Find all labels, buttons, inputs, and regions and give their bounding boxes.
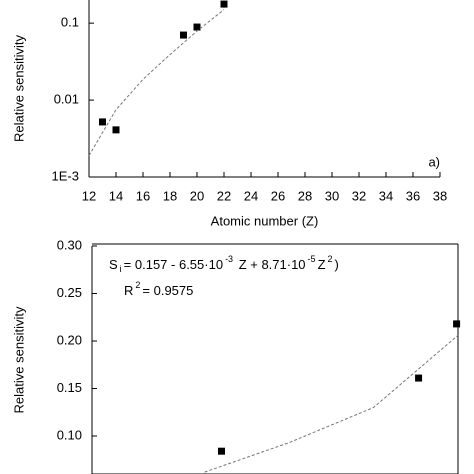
data-point — [193, 23, 201, 31]
y-axis-label: Relative sensitivity — [11, 35, 26, 142]
y-tick-label: 0.01 — [54, 92, 79, 107]
fit-line — [88, 9, 225, 156]
x-axis-label: Atomic number (Z) — [211, 213, 319, 228]
y-tick-label: 0.1 — [61, 15, 79, 30]
x-tick-label: 18 — [163, 188, 177, 203]
fit-line — [204, 334, 459, 473]
data-point — [453, 320, 461, 328]
x-tick-label: 14 — [109, 188, 123, 203]
y-tick-label: 0.25 — [57, 285, 82, 300]
y-tick-label: 0.15 — [57, 380, 82, 395]
data-point — [218, 447, 226, 455]
x-tick-label: 28 — [298, 188, 312, 203]
data-point — [180, 31, 187, 39]
text-part: i — [120, 264, 122, 274]
text-part: 2 — [328, 254, 333, 264]
text-part: = 0.157 - 6.55·10 — [124, 257, 223, 272]
x-tick-label: 26 — [271, 188, 285, 203]
text-part: Z — [318, 257, 326, 272]
annotation: a) — [428, 154, 440, 169]
x-tick-label: 38 — [433, 188, 447, 203]
x-tick-label: 24 — [244, 188, 258, 203]
r-squared: R 2 = 0.9575 — [124, 280, 193, 298]
text-part: = 0.9575 — [142, 283, 193, 298]
text-part: Z + 8.71·10 — [235, 257, 305, 272]
data-point — [112, 126, 120, 134]
text-part: S — [109, 257, 118, 272]
x-tick-label: 32 — [352, 188, 366, 203]
y-tick-label: 0.30 — [57, 237, 82, 252]
data-point — [99, 118, 106, 126]
text-part: ) — [335, 257, 339, 272]
y-axis-label: Relative sensitivity — [11, 306, 26, 413]
x-tick-label: 36 — [406, 188, 420, 203]
x-tick-label: 16 — [136, 188, 150, 203]
text-part: -3 — [225, 254, 233, 264]
data-point — [415, 374, 423, 382]
x-tick-label: 30 — [325, 188, 339, 203]
x-tick-label: 20 — [190, 188, 204, 203]
x-tick-label: 12 — [82, 188, 96, 203]
y-tick-label: 0.20 — [57, 332, 82, 347]
text-part: -5 — [308, 254, 316, 264]
text-part: R — [124, 283, 133, 298]
data-point — [220, 0, 228, 8]
y-tick-label: 0.10 — [57, 427, 82, 442]
x-tick-label: 22 — [217, 188, 231, 203]
x-tick-label: 34 — [379, 188, 393, 203]
y-tick-label: 1E-3 — [52, 168, 79, 183]
text-part: 2 — [135, 280, 140, 290]
